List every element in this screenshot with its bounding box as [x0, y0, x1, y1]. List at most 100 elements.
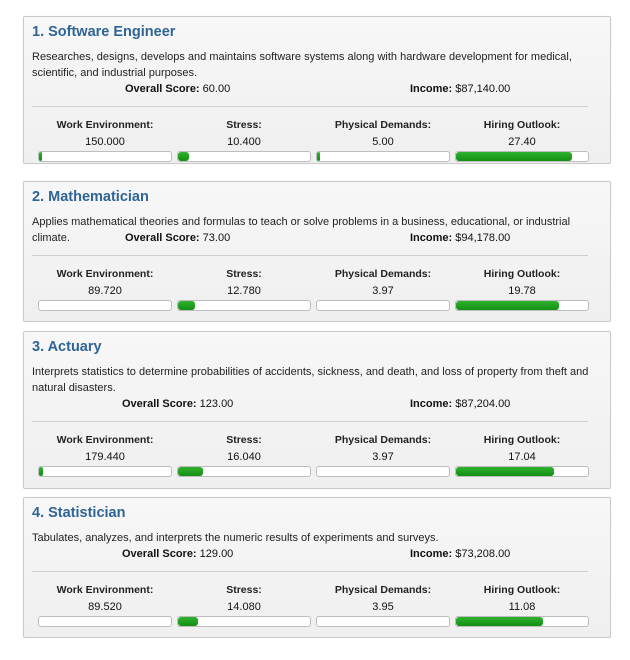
overall-score-label: Overall Score: — [122, 548, 197, 560]
overall-score-value: 60.00 — [202, 83, 231, 95]
income: Income: $73,208.00 — [410, 548, 510, 560]
metric-stress: Stress: 14.080 — [177, 584, 311, 627]
metric-physical-demands: Physical Demands: 5.00 — [316, 119, 450, 162]
metric-value: 89.720 — [88, 285, 122, 297]
metric-work-environment: Work Environment: 179.440 — [38, 434, 172, 477]
metric-bar — [455, 616, 589, 627]
job-description: Applies mathematical theories and formul… — [32, 216, 571, 244]
metric-value: 11.08 — [508, 601, 536, 613]
metric-value: 179.440 — [85, 451, 125, 463]
metric-value: 12.780 — [227, 285, 261, 297]
job-title[interactable]: 4. Statistician — [32, 505, 126, 521]
metric-bar — [455, 300, 589, 311]
metric-value: 5.00 — [372, 136, 394, 148]
income-value: $87,204.00 — [455, 398, 511, 410]
income-label: Income: — [410, 232, 453, 244]
metric-label: Hiring Outlook: — [483, 434, 561, 446]
metric-label: Hiring Outlook: — [483, 584, 561, 596]
metric-bar-fill — [317, 152, 320, 161]
metric-physical-demands: Physical Demands: 3.97 — [316, 268, 450, 311]
metric-bar — [316, 300, 450, 311]
metric-work-environment: Work Environment: 89.720 — [38, 268, 172, 311]
overall-score: Overall Score: 60.00 — [125, 83, 230, 95]
metric-bar-fill — [456, 467, 554, 476]
metric-hiring-outlook: Hiring Outlook: 17.04 — [455, 434, 589, 477]
income-value: $87,140.00 — [455, 83, 511, 95]
metric-hiring-outlook: Hiring Outlook: 19.78 — [455, 268, 589, 311]
metric-work-environment: Work Environment: 150.000 — [38, 119, 172, 162]
metric-bar-fill — [39, 152, 42, 161]
metric-value: 3.95 — [372, 601, 394, 613]
income-value: $73,208.00 — [455, 548, 511, 560]
metric-bar — [38, 151, 172, 162]
metric-bar — [38, 300, 172, 311]
metric-label: Stress: — [226, 119, 262, 131]
job-title[interactable]: 1. Software Engineer — [32, 24, 176, 40]
overall-score-label: Overall Score: — [122, 398, 197, 410]
metric-value: 89.520 — [88, 601, 122, 613]
income: Income: $87,204.00 — [410, 398, 510, 410]
job-card-2: 2. Mathematician Applies mathematical th… — [23, 181, 611, 322]
metric-label: Work Environment: — [56, 584, 154, 596]
job-description: Researches, designs, develops and mainta… — [32, 51, 572, 79]
metric-label: Physical Demands: — [334, 268, 432, 280]
metric-bar — [38, 616, 172, 627]
income-label: Income: — [410, 398, 453, 410]
income: Income: $94,178.00 — [410, 232, 510, 244]
job-title[interactable]: 3. Actuary — [32, 339, 102, 355]
metric-value: 16.040 — [227, 451, 261, 463]
job-card-1: 1. Software Engineer Researches, designs… — [23, 16, 611, 164]
overall-score: Overall Score: 129.00 — [122, 548, 233, 560]
metric-bar — [38, 466, 172, 477]
metric-label: Hiring Outlook: — [483, 119, 561, 131]
metric-label: Stress: — [226, 584, 262, 596]
income-label: Income: — [410, 548, 453, 560]
job-card-4: 4. Statistician Tabulates, analyzes, and… — [23, 497, 611, 638]
metric-bar — [177, 466, 311, 477]
metric-label: Work Environment: — [56, 119, 154, 131]
metric-value: 14.080 — [227, 601, 261, 613]
income: Income: $87,140.00 — [410, 83, 510, 95]
metric-bar-fill — [456, 617, 544, 626]
metric-value: 150.000 — [85, 136, 125, 148]
metric-bar-fill — [178, 617, 198, 626]
metric-bar-fill — [456, 152, 573, 161]
metric-bar — [177, 151, 311, 162]
overall-score-label: Overall Score: — [125, 83, 200, 95]
metric-bar-fill — [456, 301, 559, 310]
metric-label: Work Environment: — [56, 434, 154, 446]
metric-label: Stress: — [226, 268, 262, 280]
metric-bar — [177, 300, 311, 311]
metric-bar — [316, 466, 450, 477]
metric-bar — [455, 151, 589, 162]
metric-bar-fill — [39, 467, 43, 476]
metric-value: 3.97 — [372, 451, 394, 463]
divider — [32, 106, 588, 107]
overall-score-label: Overall Score: — [125, 232, 200, 244]
metric-bar — [177, 616, 311, 627]
overall-score: Overall Score: 73.00 — [125, 232, 230, 244]
job-description: Interprets statistics to determine proba… — [32, 366, 589, 394]
metric-label: Physical Demands: — [334, 584, 432, 596]
metric-label: Physical Demands: — [334, 119, 432, 131]
metric-hiring-outlook: Hiring Outlook: 27.40 — [455, 119, 589, 162]
metric-value: 3.97 — [372, 285, 394, 297]
metric-label: Stress: — [226, 434, 262, 446]
metric-bar — [316, 616, 450, 627]
divider — [32, 255, 588, 256]
overall-score-value: 129.00 — [199, 548, 234, 560]
metric-stress: Stress: 16.040 — [177, 434, 311, 477]
metric-value: 10.400 — [227, 136, 261, 148]
metric-physical-demands: Physical Demands: 3.97 — [316, 434, 450, 477]
overall-score: Overall Score: 123.00 — [122, 398, 233, 410]
metric-hiring-outlook: Hiring Outlook: 11.08 — [455, 584, 589, 627]
metric-value: 27.40 — [508, 136, 536, 148]
metric-bar — [316, 151, 450, 162]
metric-value: 19.78 — [508, 285, 536, 297]
job-title[interactable]: 2. Mathematician — [32, 189, 149, 205]
metric-label: Work Environment: — [56, 268, 154, 280]
income-value: $94,178.00 — [455, 232, 511, 244]
metric-label: Physical Demands: — [334, 434, 432, 446]
metric-bar-fill — [178, 301, 196, 310]
metric-bar — [455, 466, 589, 477]
